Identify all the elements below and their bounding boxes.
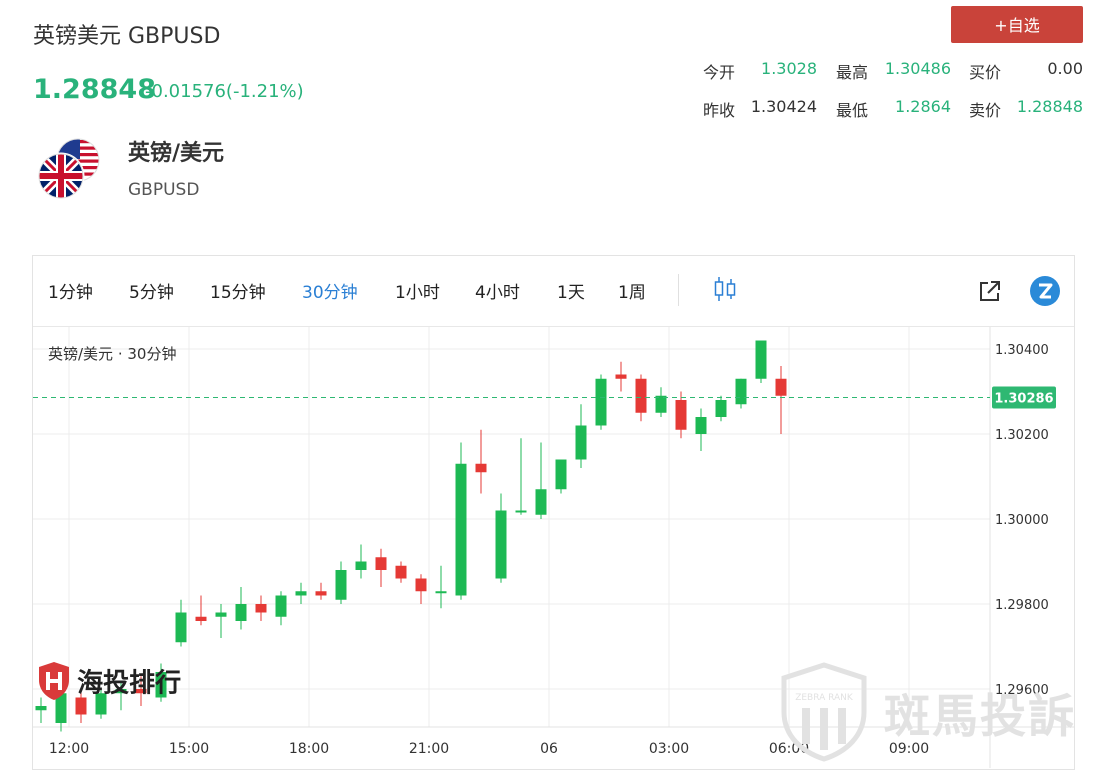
haitou-watermark-text: 海投排行 — [77, 668, 182, 699]
interval-5m[interactable]: 5分钟 — [129, 283, 174, 303]
y-tick-label: 1.30200 — [995, 428, 1049, 443]
candle-body — [755, 340, 767, 379]
candle-body — [195, 616, 207, 621]
open-label: 今开 — [703, 63, 736, 82]
candle-body — [235, 604, 247, 621]
page-title: 英镑美元 GBPUSD — [33, 24, 221, 49]
candle-body — [255, 604, 267, 613]
chart-toolbar: 1分钟 5分钟 15分钟 30分钟 1小时 4小时 1天 1周 — [33, 256, 1074, 327]
candle-body — [275, 595, 287, 617]
candle-body — [175, 612, 187, 643]
candle-body — [95, 693, 107, 715]
zebra-rank-badge-icon: ZEBRA RANK — [781, 662, 867, 762]
interval-1d[interactable]: 1天 — [557, 283, 585, 303]
y-tick-label: 1.30400 — [995, 343, 1049, 358]
interval-4h[interactable]: 4小时 — [475, 283, 520, 303]
gbp-usd-flag-icon — [38, 138, 100, 200]
interval-15m[interactable]: 15分钟 — [210, 283, 266, 303]
instrument-symbol: GBPUSD — [128, 180, 200, 200]
candle-body — [675, 400, 687, 430]
candle-body — [355, 561, 367, 570]
candle-body — [135, 689, 147, 694]
low-label: 最低 — [836, 101, 869, 120]
candle-body — [375, 557, 387, 570]
open-value: 1.3028 — [761, 59, 817, 78]
candle-body — [335, 570, 347, 600]
candle-body — [715, 400, 727, 417]
candle-body — [395, 565, 407, 579]
candle-body — [555, 459, 567, 490]
toolbar-divider — [678, 274, 679, 306]
candle-body — [775, 378, 787, 396]
candle-body — [615, 374, 627, 379]
candle-body — [695, 417, 707, 434]
current-price-tag — [992, 386, 1056, 409]
last-price: 1.28848 — [33, 74, 156, 105]
low-value: 1.2864 — [895, 97, 951, 116]
ask-label: 卖价 — [969, 101, 1002, 120]
candle-body — [295, 591, 307, 596]
add-watchlist-button[interactable]: +自选 — [951, 6, 1083, 43]
zebra-logo-icon[interactable] — [1030, 276, 1060, 306]
x-tick-label: 18:00 — [289, 741, 329, 757]
interval-1h[interactable]: 1小时 — [395, 283, 440, 303]
candle-body — [155, 672, 167, 698]
chart-legend: 英镑/美元 · 30分钟 — [48, 345, 177, 363]
high-label: 最高 — [836, 63, 869, 82]
candle-body — [215, 612, 227, 617]
candlestick-chart[interactable]: 1.29600 1.29800 1.30000 1.30200 1.30400 12:00… — [33, 327, 1074, 768]
candle-body — [495, 510, 507, 579]
candle-body — [435, 591, 447, 594]
x-tick-label: 15:00 — [169, 741, 209, 757]
candle-body — [75, 697, 87, 715]
candle-body — [35, 706, 47, 711]
chart-panel — [32, 255, 1075, 770]
x-tick-label: 21:00 — [409, 741, 449, 757]
x-tick-label: 03:00 — [649, 741, 689, 757]
interval-1m[interactable]: 1分钟 — [48, 283, 93, 303]
y-tick-label: 1.30000 — [995, 513, 1049, 528]
candlestick-icon[interactable] — [713, 275, 737, 303]
badge-text: ZEBRA RANK — [795, 693, 854, 703]
external-link-icon[interactable] — [978, 279, 1002, 303]
shield-logo-icon — [39, 662, 69, 700]
interval-1w[interactable]: 1周 — [618, 283, 646, 303]
current-price-label: 1.30286 — [994, 391, 1053, 406]
bid-value: 0.00 — [1047, 59, 1083, 78]
candle-body — [475, 463, 487, 473]
high-value: 1.30486 — [884, 59, 951, 78]
candle-body — [455, 463, 467, 596]
x-tick-label: 09:00 — [889, 741, 929, 757]
instrument-name: 英镑/美元 — [128, 141, 225, 166]
ask-value: 1.28848 — [1016, 97, 1083, 116]
interval-30m[interactable]: 30分钟 — [302, 283, 358, 303]
candle-body — [595, 378, 607, 426]
prev-close-label: 昨收 — [703, 101, 736, 120]
candle-body — [315, 591, 327, 596]
x-tick-label: 06 — [540, 741, 558, 757]
bid-label: 买价 — [969, 63, 1002, 82]
candle-body — [515, 510, 527, 513]
candle-body — [635, 378, 647, 413]
price-change: -0.01576(-1.21%) — [145, 81, 304, 102]
haitou-watermark: 海投排行 — [36, 660, 181, 702]
candle-body — [575, 425, 587, 460]
prev-close-value: 1.30424 — [750, 97, 817, 116]
candle-body — [735, 378, 747, 405]
candle-body — [115, 689, 127, 694]
zebra-watermark-text: 斑馬投訴 — [884, 689, 1076, 743]
candle-body — [535, 489, 547, 515]
y-tick-label: 1.29800 — [995, 598, 1049, 613]
candle-body — [415, 578, 427, 592]
x-tick-label: 12:00 — [49, 741, 89, 757]
candle-body — [655, 395, 667, 413]
y-tick-label: 1.29600 — [995, 683, 1049, 698]
candle-body — [55, 693, 67, 723]
